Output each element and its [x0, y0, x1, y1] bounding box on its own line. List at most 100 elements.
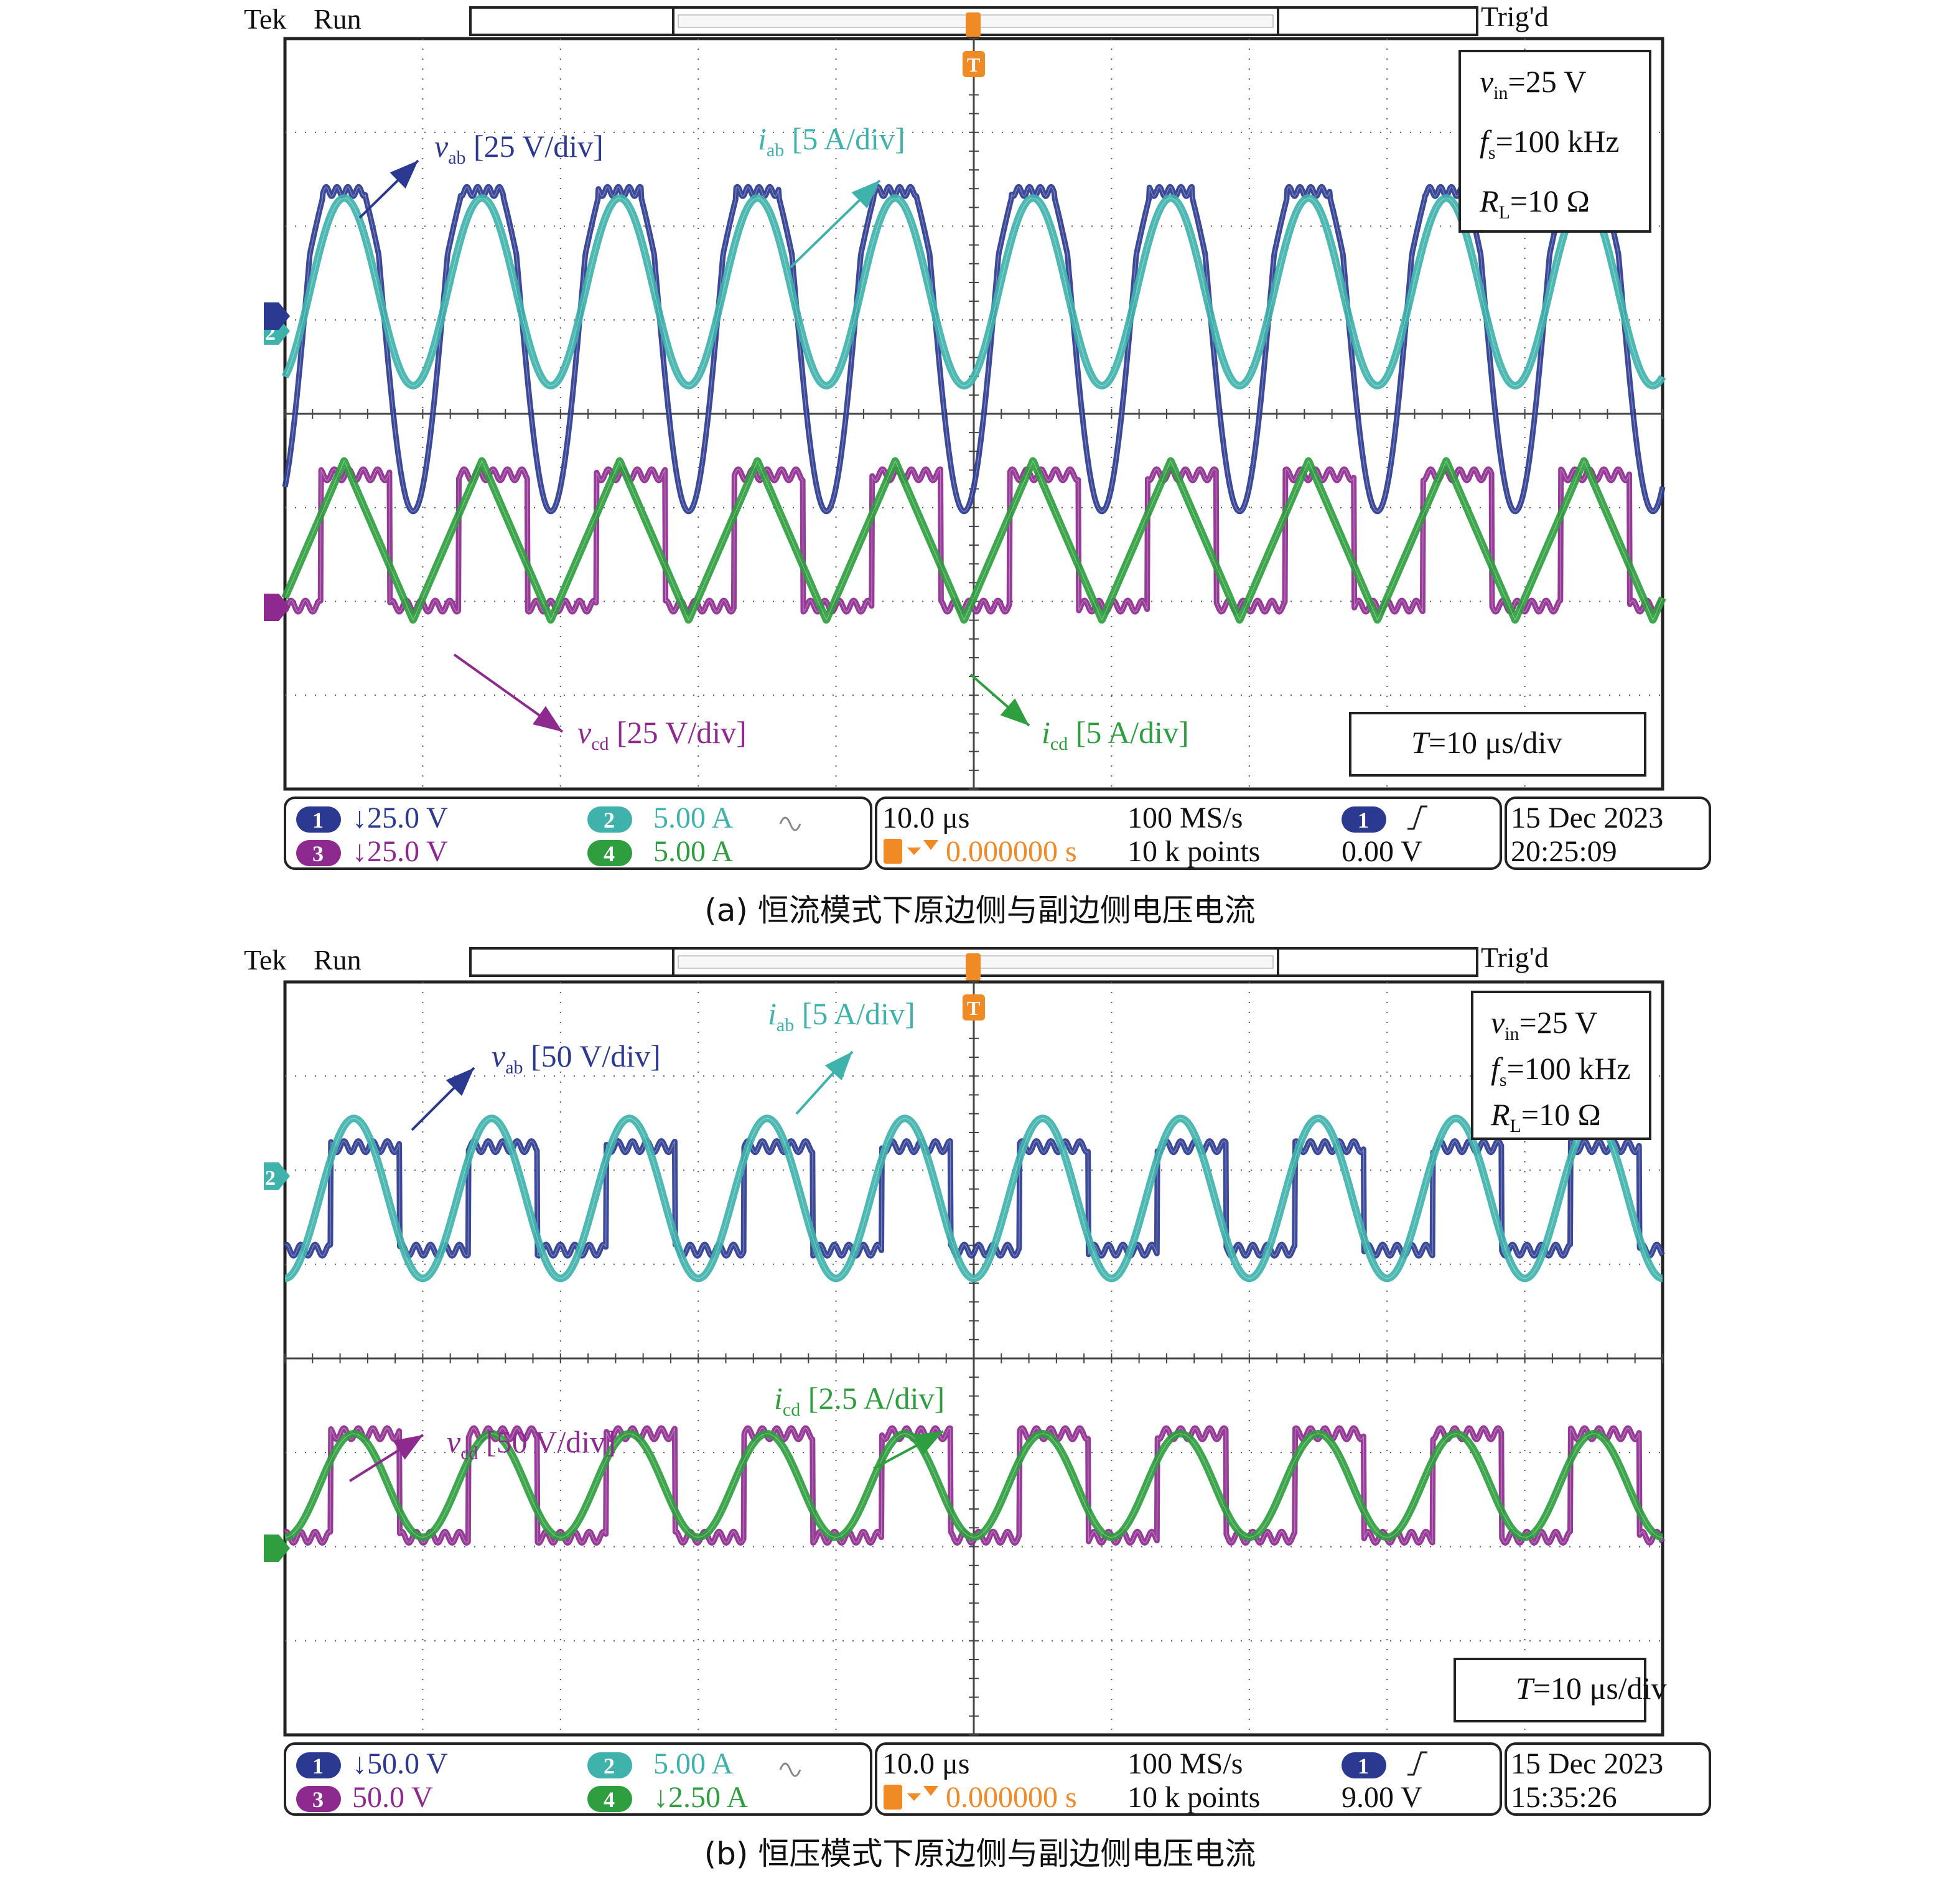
bandwidth-limit-icon: [779, 816, 801, 831]
channel-badge-label: 2: [604, 1754, 615, 1778]
trace-highlight-icd: [284, 1433, 1663, 1538]
parameter-box: vin=25 V fs=100 kHz RL=10 Ω: [1471, 991, 1651, 1140]
waveform-icd: [281, 1430, 1666, 1541]
label-vcd: vcd [25 V/div]: [453, 653, 747, 754]
series-label-text: icd [2.5 A/div]: [774, 1381, 945, 1420]
trigger-source-badge: 1: [1342, 806, 1386, 833]
panel-caption: (a) 恒流模式下原边侧与副边侧电压电流: [704, 892, 1256, 928]
status-bar: 1 ↓25.0 V3 ↓25.0 V2 5.00 A4 5.00 A10.0 μs0.0…: [284, 797, 1711, 870]
parameter-line: RL=10 Ω: [1479, 184, 1590, 223]
record-length-readout: 10 k points: [1127, 1781, 1260, 1814]
series-label-arrow: [348, 1434, 424, 1482]
channel-badge-label: 4: [604, 1787, 615, 1812]
channel-badge-label: 4: [604, 841, 615, 866]
trace-highlight-iab: [284, 197, 1663, 386]
ch1-scale: ↓50.0 V: [352, 1747, 448, 1780]
timebase-readout: 10.0 μs: [882, 801, 969, 834]
ch4-scale: 5.00 A: [653, 835, 733, 868]
date-readout: 15 Dec 2023: [1511, 801, 1663, 834]
trig-status-label: Trig'd: [1481, 1, 1549, 32]
trigger-t-glyph: T: [967, 54, 980, 76]
label-iab: iab [5 A/div]: [768, 996, 915, 1115]
ch2-scale: 5.00 A: [653, 1747, 733, 1780]
ch2-badge: 2: [587, 1752, 632, 1778]
timescale-box: T=10 μs/div: [1454, 1658, 1667, 1722]
trigger-t-marker: T: [963, 994, 985, 1021]
panel-caption: (b) 恒压模式下原边侧与副边侧电压电流: [704, 1836, 1256, 1872]
series-label-arrow: [795, 1050, 854, 1115]
ch4-badge: 4: [587, 1786, 632, 1812]
bandwidth-limit-icon: [779, 1762, 801, 1777]
run-state-label: Run: [314, 944, 362, 976]
graticule-grid: [284, 38, 1663, 790]
series-label-arrow: [358, 159, 419, 219]
run-state-label: Run: [314, 3, 362, 35]
channel-badge-label: 1: [312, 1754, 324, 1778]
ch2-scale: 5.00 A: [653, 801, 733, 834]
trigger-t-marker: T: [963, 51, 985, 77]
ch3-scale: 50.0 V: [352, 1781, 433, 1814]
parameter-box: vin=25 V fs=100 kHz RL=10 Ω: [1458, 50, 1651, 233]
ch4-scale: ↓2.50 A: [653, 1781, 748, 1814]
status-bar: 1 ↓50.0 V 3 50.0 V 2 5.00 A 4 ↓2.50 A 10.0 μs0.0…: [284, 1742, 1711, 1816]
label-iab: iab [5 A/div]: [758, 121, 905, 269]
timebase-readout: 10.0 μs: [882, 1747, 969, 1780]
waveform-vcd: [282, 466, 1665, 615]
ch3-badge: 3: [296, 840, 341, 866]
series-label-text: icd [5 A/div]: [1042, 715, 1189, 754]
channel-badge-label: 1: [312, 808, 324, 833]
series-label-arrow: [453, 653, 564, 733]
sample-rate-readout: 100 MS/s: [1127, 801, 1243, 834]
date-readout: 15 Dec 2023: [1511, 1747, 1663, 1780]
trace-highlight-vab: [284, 186, 1663, 512]
ch1-scale: ↓25.0 V: [352, 801, 448, 834]
trigger-position-icon: [884, 1785, 938, 1810]
trigger-position-marker: [966, 12, 981, 37]
ch3-badge: 3: [296, 1786, 341, 1812]
sample-rate-readout: 100 MS/s: [1127, 1747, 1243, 1780]
ch2-badge: 2: [587, 806, 632, 833]
trace-iab: [281, 194, 1666, 390]
ch4-badge: 4: [587, 840, 632, 866]
trigger-source-badge: 1: [1342, 1752, 1386, 1778]
ch1-badge: 1: [296, 1752, 341, 1778]
channel-badge-label: 1: [1358, 808, 1369, 833]
series-label-text: vab [25 V/div]: [434, 129, 604, 168]
datetime-box: [1505, 797, 1711, 870]
label-vcd: vcd [50 V/div]: [348, 1424, 616, 1482]
parameter-line: fs=100 kHz: [1491, 1051, 1631, 1090]
channel-marker-2: 2: [264, 1162, 290, 1190]
timescale-text: T=10 μs/div: [1411, 725, 1562, 760]
series-label-arrow: [873, 1430, 944, 1470]
rising-edge-icon: [1407, 805, 1427, 830]
ch3-scale: ↓25.0 V: [352, 835, 448, 868]
trace-highlight-vcd: [284, 468, 1663, 613]
waveform-vab: [282, 184, 1666, 515]
scope-panel-b: Tek Run Trig'd T 2 vab [50 V/div] iab [5 A/div…: [244, 941, 1711, 1872]
channel-badge-label: 1: [1358, 1754, 1369, 1778]
channel-marker-3: [264, 594, 290, 621]
trace-highlight-iab: [285, 1118, 1663, 1279]
series-label-arrow: [411, 1067, 475, 1131]
timescale-text: T=10 μs/div: [1516, 1671, 1667, 1706]
scope-panel-a: Tek Run Trig'd T 2 vab [25 V/div] iab [5 A/div…: [244, 1, 1711, 928]
series-label-text: iab [5 A/div]: [758, 121, 905, 161]
trace-iab: [281, 1114, 1666, 1282]
trace-highlight-icd: [284, 460, 1663, 621]
series-label-arrow: [789, 179, 881, 269]
channel-marker-4: [264, 1535, 290, 1562]
label-vab: vab [25 V/div]: [358, 129, 604, 219]
channel-badge-label: 2: [604, 808, 615, 833]
trigger-level-readout: 0.00 V: [1342, 835, 1422, 868]
parameter-line: vin=25 V: [1491, 1005, 1597, 1044]
label-icd: icd [5 A/div]: [969, 673, 1189, 754]
record-length-readout: 10 k points: [1127, 835, 1260, 868]
trigger-position-readout: 0.000000 s: [946, 835, 1077, 868]
waveform-icd: [281, 457, 1666, 624]
trigger-t-glyph: T: [967, 997, 980, 1019]
trigger-level-readout: 9.00 V: [1342, 1781, 1422, 1814]
channel-readout-box: [284, 1742, 872, 1816]
channel-marker-1: [264, 302, 290, 330]
waveform-iab: [281, 1114, 1666, 1282]
